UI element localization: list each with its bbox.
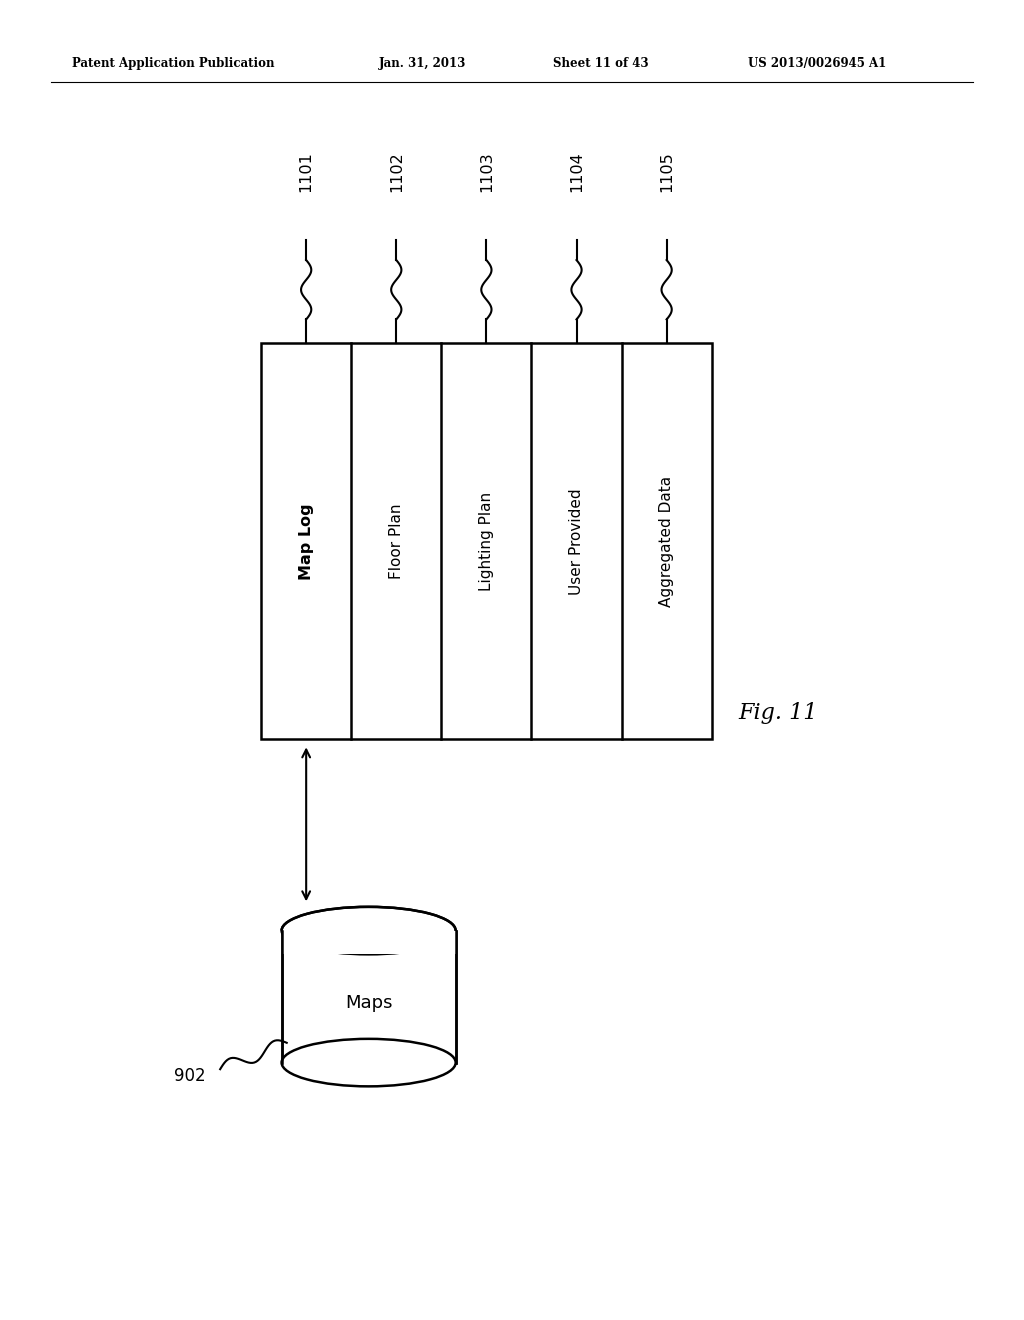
Bar <box>282 931 456 954</box>
Text: Jan. 31, 2013: Jan. 31, 2013 <box>379 57 466 70</box>
Text: 1102: 1102 <box>389 152 403 191</box>
Ellipse shape <box>282 907 456 954</box>
Text: 1103: 1103 <box>479 152 494 191</box>
Text: Sheet 11 of 43: Sheet 11 of 43 <box>553 57 648 70</box>
Text: US 2013/0026945 A1: US 2013/0026945 A1 <box>748 57 886 70</box>
Text: 1104: 1104 <box>569 152 584 191</box>
Ellipse shape <box>282 1039 456 1086</box>
Text: User Provided: User Provided <box>569 488 584 594</box>
Bar <box>261 343 712 739</box>
Text: Fig. 11: Fig. 11 <box>738 702 818 723</box>
Bar <box>282 931 456 1063</box>
Text: Aggregated Data: Aggregated Data <box>659 475 674 607</box>
Text: 902: 902 <box>174 1067 205 1085</box>
Text: Floor Plan: Floor Plan <box>389 503 403 579</box>
Text: 1101: 1101 <box>299 152 313 191</box>
Text: Lighting Plan: Lighting Plan <box>479 491 494 591</box>
Text: Map Log: Map Log <box>299 503 313 579</box>
Text: Patent Application Publication: Patent Application Publication <box>72 57 274 70</box>
Text: 1105: 1105 <box>659 152 674 191</box>
Text: Maps: Maps <box>345 994 392 1012</box>
